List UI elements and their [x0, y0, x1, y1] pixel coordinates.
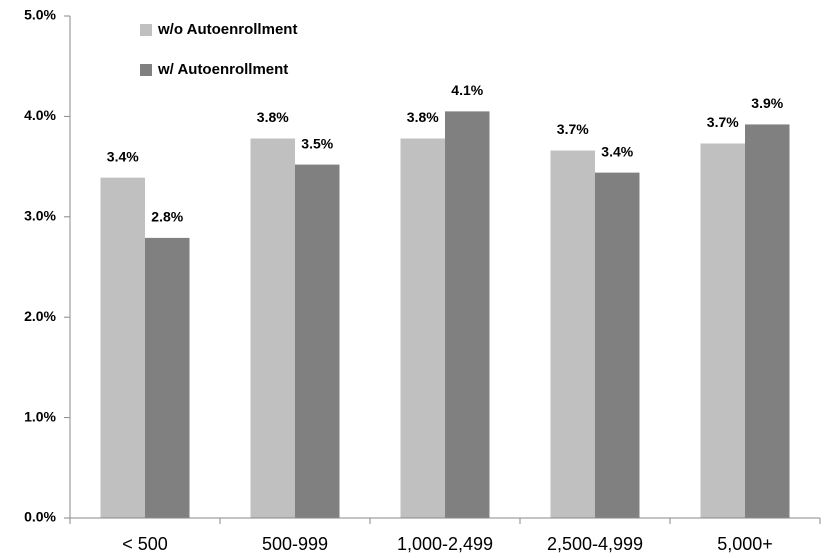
value-label: 2.8% [151, 209, 183, 225]
value-label: 3.4% [107, 148, 139, 164]
value-label: 3.7% [557, 121, 589, 137]
value-label: 3.7% [707, 114, 739, 130]
value-label: 3.9% [751, 95, 783, 111]
legend-swatch [140, 64, 152, 76]
bar [445, 111, 490, 518]
value-label: 3.8% [257, 109, 289, 125]
y-tick-label: 3.0% [24, 208, 56, 224]
y-tick-label: 1.0% [24, 408, 56, 424]
bar [100, 177, 145, 519]
y-tick-label: 5.0% [24, 7, 56, 23]
y-tick-label: 0.0% [24, 509, 56, 525]
x-tick-label: 1,000-2,499 [397, 534, 493, 554]
legend-label: w/ Autoenrollment [157, 61, 288, 78]
value-label: 3.4% [601, 143, 633, 159]
bar [745, 124, 790, 518]
value-label: 3.5% [301, 135, 333, 151]
legend-label: w/o Autoenrollment [157, 21, 297, 38]
x-tick-label: 500-999 [262, 534, 328, 554]
x-tick-label: 5,000+ [717, 534, 773, 554]
bar [400, 138, 445, 518]
y-tick-label: 2.0% [24, 308, 56, 324]
value-label: 4.1% [451, 82, 483, 98]
bar [250, 138, 295, 518]
bar [550, 150, 595, 518]
legend-swatch [140, 24, 152, 36]
x-tick-label: < 500 [122, 534, 168, 554]
bar [595, 172, 640, 518]
value-label: 3.8% [407, 109, 439, 125]
bar [295, 164, 340, 519]
bar [145, 237, 190, 518]
y-tick-label: 4.0% [24, 107, 56, 123]
x-tick-label: 2,500-4,999 [547, 534, 643, 554]
bar [700, 143, 745, 518]
